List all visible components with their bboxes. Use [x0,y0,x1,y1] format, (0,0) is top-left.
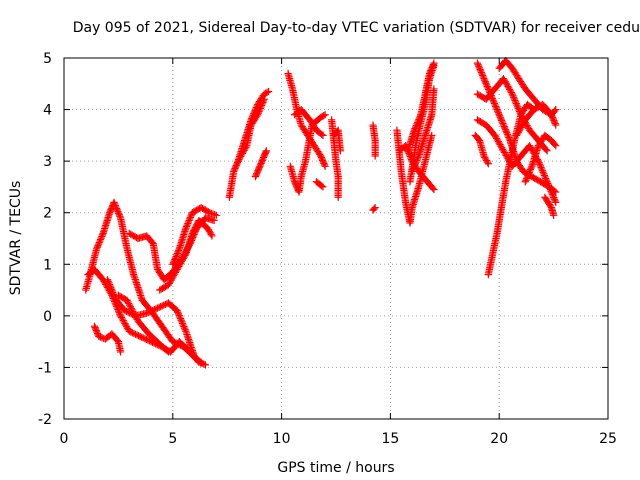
x-tick-label: 20 [490,431,508,447]
data-point [208,232,216,240]
y-tick-label: -1 [38,360,52,376]
x-tick-label: 0 [60,431,69,447]
data-point [551,140,559,148]
data-point [371,152,379,160]
plot-frame [63,57,609,420]
data-point [116,348,125,356]
x-axis-label: GPS time / hours [277,460,394,476]
data-point [319,131,327,139]
x-tick-label: 15 [381,431,399,447]
data-point [321,111,329,119]
data-point [163,347,171,355]
y-tick-label: -2 [38,412,52,428]
y-axis-label: SDTVAR / TECUs [8,181,24,296]
data-point [210,216,218,225]
x-tick-label: 25 [599,431,617,447]
data-point [484,160,492,168]
data-point [550,211,558,219]
data-point [164,348,173,356]
data-point [336,147,344,155]
y-tick-label: 3 [43,154,52,170]
ticks-layer: 0 5 10 15 20 25 -2 -1 0 1 2 3 4 5 [38,51,617,447]
data-point [430,62,438,70]
data-point [148,238,156,246]
data-point [552,121,560,129]
data-point [334,193,342,201]
data-point [552,105,560,114]
data-point [429,184,437,192]
data-point [318,130,326,138]
y-tick-label: 0 [43,309,52,325]
data-point [430,185,438,194]
data-point [543,147,551,155]
y-tick-label: 1 [43,257,52,273]
data-point [428,131,436,139]
data-point [430,85,438,93]
data-point [264,87,273,96]
data-point [319,183,327,191]
data-point [260,95,268,103]
chart-title: Day 095 of 2021, Sidereal Day-to-day VTE… [73,20,640,36]
data-point [370,205,378,213]
data-point [552,142,560,150]
x-tick-label: 5 [168,431,177,447]
marks-layer [82,56,560,369]
data-point [262,147,270,155]
data-point [371,203,379,212]
data-point [552,198,560,206]
data-point [551,107,559,115]
data-point [318,182,326,190]
y-tick-label: 2 [43,206,52,222]
data-point [321,162,329,170]
data-point [212,211,220,219]
data-point [542,145,550,154]
y-tick-label: 5 [43,51,52,67]
data-point [190,353,199,361]
x-tick-label: 10 [273,431,291,447]
y-tick-label: 4 [43,103,52,119]
data-point [201,361,210,369]
